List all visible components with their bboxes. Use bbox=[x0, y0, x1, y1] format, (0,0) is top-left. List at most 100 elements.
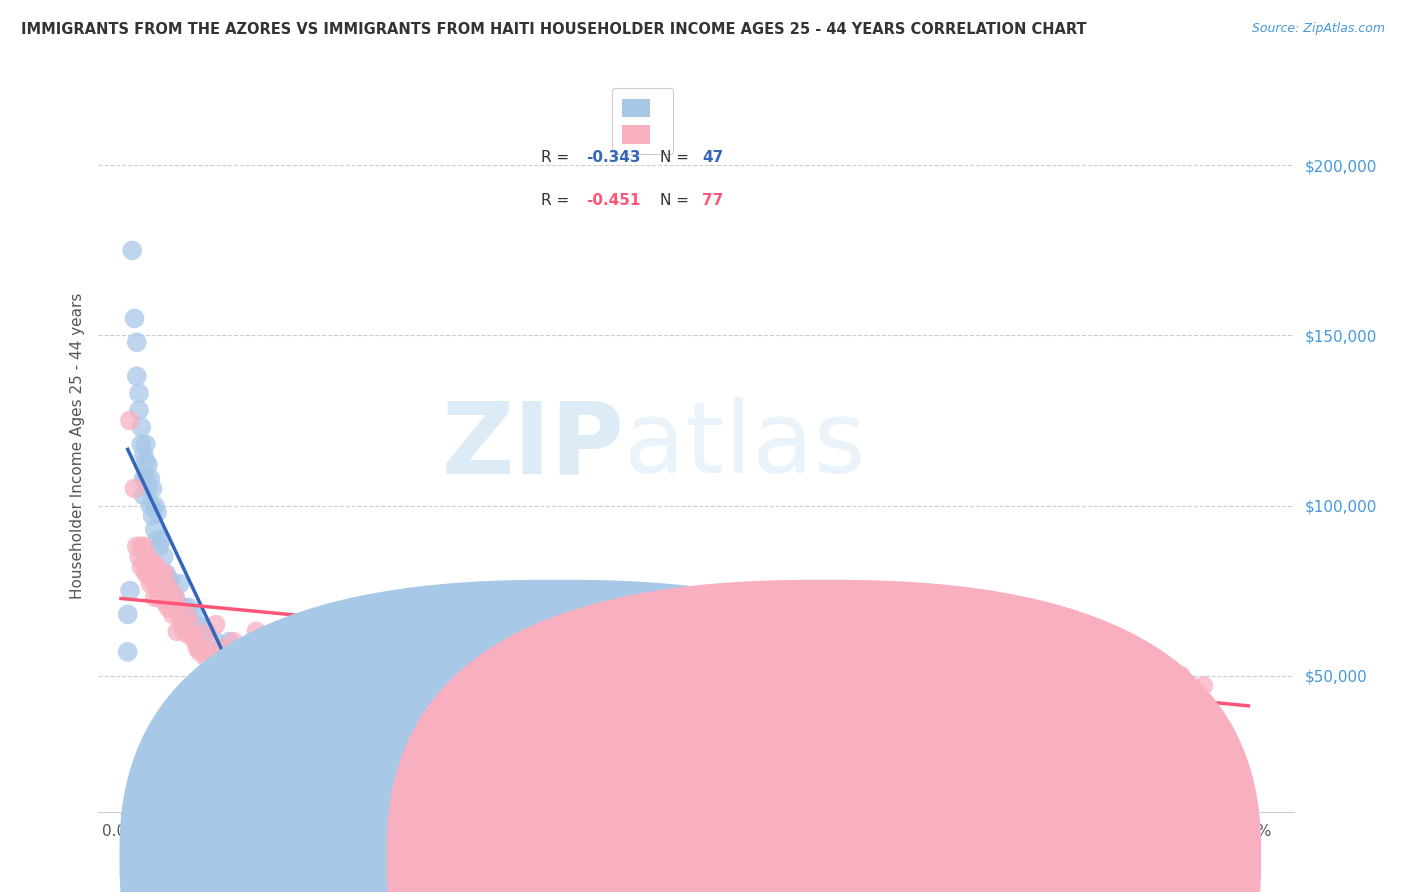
Text: N =: N = bbox=[661, 150, 695, 165]
Point bbox=[146, 580, 169, 594]
Text: Source: ZipAtlas.com: Source: ZipAtlas.com bbox=[1251, 22, 1385, 36]
Point bbox=[166, 624, 188, 639]
Point bbox=[136, 458, 159, 472]
Point bbox=[415, 662, 437, 676]
Point bbox=[129, 540, 152, 554]
Point bbox=[267, 651, 290, 665]
Point bbox=[129, 559, 152, 574]
Point bbox=[159, 574, 181, 588]
Point bbox=[1012, 668, 1035, 682]
Y-axis label: Householder Income Ages 25 - 44 years: Householder Income Ages 25 - 44 years bbox=[69, 293, 84, 599]
Point bbox=[139, 576, 162, 591]
Point bbox=[136, 549, 159, 564]
Point bbox=[146, 533, 169, 547]
Point bbox=[561, 645, 583, 659]
Point bbox=[121, 244, 143, 258]
Legend: , : , bbox=[612, 88, 672, 154]
Point bbox=[195, 651, 218, 665]
Point bbox=[159, 583, 181, 598]
Point bbox=[132, 471, 155, 485]
Point bbox=[150, 533, 173, 547]
Point bbox=[290, 679, 312, 693]
Point bbox=[148, 540, 170, 554]
Text: R =: R = bbox=[541, 194, 574, 209]
Point bbox=[173, 624, 195, 639]
Point bbox=[125, 540, 148, 554]
Point bbox=[128, 403, 150, 417]
Point bbox=[148, 566, 170, 581]
Point bbox=[135, 566, 157, 581]
Point bbox=[129, 420, 152, 434]
Point bbox=[256, 662, 278, 676]
Point bbox=[141, 508, 163, 523]
Point bbox=[155, 566, 177, 581]
Point bbox=[169, 607, 191, 622]
Point bbox=[177, 600, 200, 615]
Text: atlas: atlas bbox=[624, 398, 866, 494]
Point bbox=[153, 566, 176, 581]
Point bbox=[312, 668, 335, 682]
Point bbox=[146, 559, 169, 574]
Point bbox=[170, 617, 193, 632]
Point bbox=[222, 634, 245, 648]
Point bbox=[180, 617, 202, 632]
Point bbox=[188, 645, 211, 659]
Point bbox=[165, 591, 187, 605]
Point bbox=[177, 628, 200, 642]
Point bbox=[335, 617, 357, 632]
Text: N =: N = bbox=[661, 194, 695, 209]
Point bbox=[176, 607, 198, 622]
Point bbox=[139, 557, 162, 571]
Point bbox=[876, 668, 898, 682]
Point bbox=[128, 549, 150, 564]
Point bbox=[162, 587, 184, 601]
Point bbox=[233, 651, 256, 665]
Text: R =: R = bbox=[541, 150, 574, 165]
Point bbox=[125, 369, 148, 384]
Point bbox=[162, 607, 184, 622]
Point bbox=[118, 413, 141, 427]
Point bbox=[449, 668, 471, 682]
Point bbox=[204, 617, 226, 632]
Point bbox=[191, 621, 214, 635]
Point bbox=[118, 583, 141, 598]
Point bbox=[153, 549, 176, 564]
Point bbox=[132, 540, 155, 554]
Point bbox=[245, 624, 267, 639]
Point bbox=[136, 482, 159, 496]
Text: ZIP: ZIP bbox=[441, 398, 624, 494]
Point bbox=[139, 471, 162, 485]
Point bbox=[155, 576, 177, 591]
Point bbox=[1147, 662, 1170, 676]
Point bbox=[1125, 662, 1147, 676]
Point bbox=[128, 386, 150, 401]
Point bbox=[209, 641, 232, 656]
Point bbox=[143, 499, 166, 513]
Point bbox=[184, 634, 207, 648]
Text: Immigrants from the Azores: Immigrants from the Azores bbox=[591, 849, 804, 863]
Point bbox=[141, 557, 163, 571]
Point bbox=[169, 576, 191, 591]
Point bbox=[135, 437, 157, 451]
Point bbox=[143, 566, 166, 581]
Text: IMMIGRANTS FROM THE AZORES VS IMMIGRANTS FROM HAITI HOUSEHOLDER INCOME AGES 25 -: IMMIGRANTS FROM THE AZORES VS IMMIGRANTS… bbox=[21, 22, 1087, 37]
Point bbox=[124, 311, 146, 326]
Point bbox=[357, 651, 380, 665]
Point bbox=[173, 600, 195, 615]
Point bbox=[135, 454, 157, 468]
Point bbox=[204, 634, 226, 648]
Point bbox=[494, 662, 516, 676]
Point bbox=[159, 600, 181, 615]
Point bbox=[187, 641, 209, 656]
Point bbox=[129, 437, 152, 451]
Point bbox=[141, 574, 163, 588]
Point bbox=[1170, 668, 1192, 682]
Point bbox=[741, 668, 763, 682]
Text: 47: 47 bbox=[702, 150, 723, 165]
Point bbox=[136, 566, 159, 581]
Point bbox=[193, 628, 215, 642]
Text: -0.343: -0.343 bbox=[586, 150, 641, 165]
Text: -0.451: -0.451 bbox=[586, 194, 640, 209]
Point bbox=[153, 594, 176, 608]
Point bbox=[132, 488, 155, 502]
